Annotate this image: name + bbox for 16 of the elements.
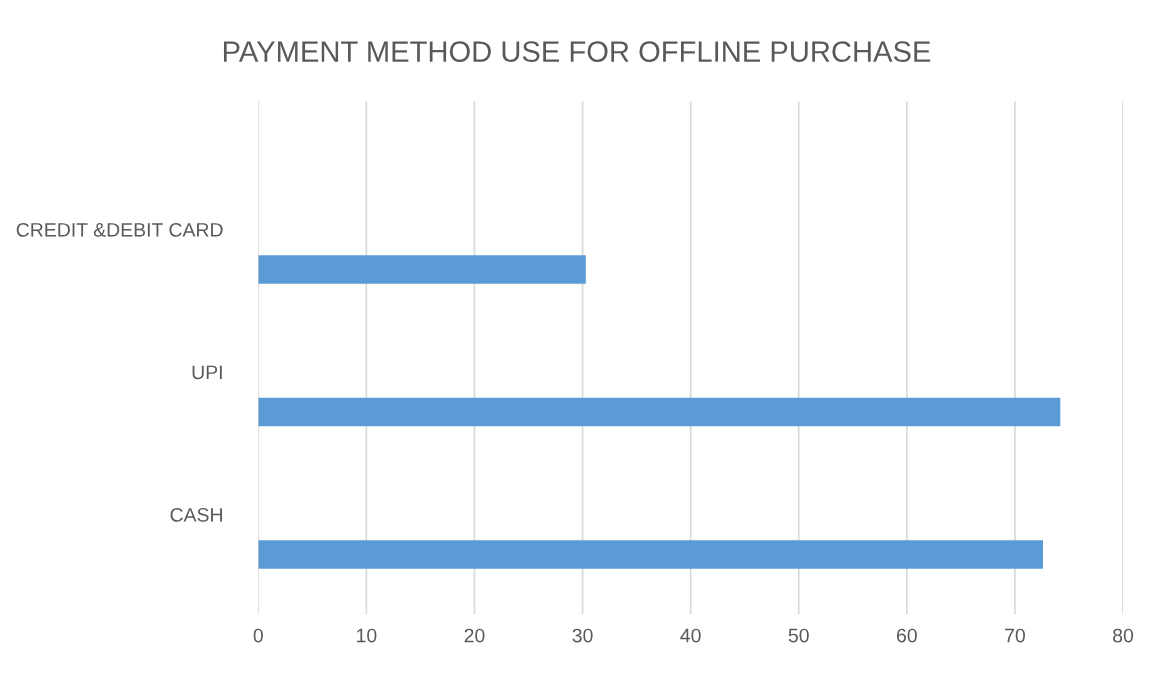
x-tick-label: 80 <box>1113 628 1134 643</box>
x-tick-label: 0 <box>253 628 263 643</box>
x-tick-label: 30 <box>572 628 593 643</box>
x-tick-label: 60 <box>897 628 917 643</box>
y-tick-label: CASH <box>170 507 222 522</box>
y-tick-label: CREDIT &DEBIT CARD <box>16 222 223 237</box>
chart-title: PAYMENT METHOD USE FOR OFFLINE PURCHASE <box>223 41 931 62</box>
x-tick-label: 20 <box>464 628 485 643</box>
x-tick-label: 10 <box>357 628 377 643</box>
bar <box>258 540 1044 569</box>
bar <box>258 397 1061 427</box>
y-tick-label: UPI <box>192 365 222 380</box>
x-tick-label: 40 <box>680 628 701 643</box>
x-tick-label: 50 <box>788 628 809 643</box>
bar <box>258 255 586 284</box>
x-tick-label: 70 <box>1005 628 1025 643</box>
